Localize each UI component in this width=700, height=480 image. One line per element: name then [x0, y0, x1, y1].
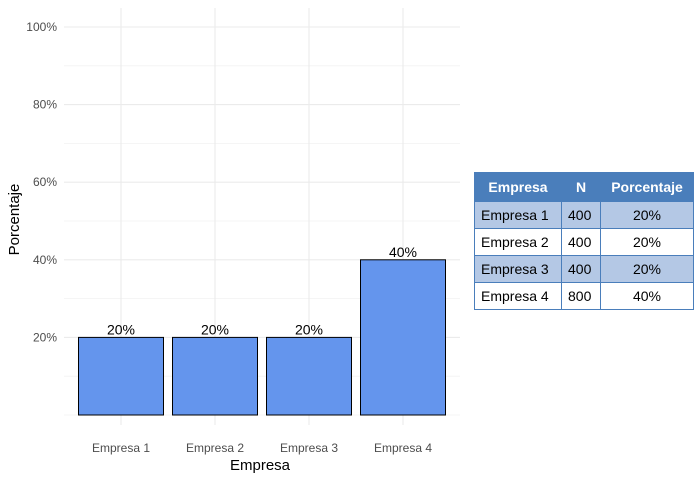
cell-empresa: Empresa 3 [474, 255, 562, 283]
header-n: N [561, 172, 601, 202]
y-tick-label: 20% [33, 330, 57, 344]
cell-empresa: Empresa 4 [474, 282, 562, 310]
table-row: Empresa 1 400 20% [474, 201, 694, 229]
header-porcentaje: Porcentaje [600, 172, 694, 202]
bar-value-label: 20% [201, 321, 229, 337]
summary-table: Empresa N Porcentaje Empresa 1 400 20% E… [474, 172, 694, 310]
cell-n: 400 [561, 255, 601, 283]
bar-2 [172, 336, 258, 416]
table-header-row: Empresa N Porcentaje [474, 172, 694, 202]
y-tick-label: 100% [26, 20, 57, 34]
y-tick-label: 80% [33, 98, 57, 112]
x-tick-label: Empresa 3 [280, 441, 338, 455]
cell-n: 800 [561, 282, 601, 310]
bar-1 [78, 336, 164, 416]
table-row: Empresa 2 400 20% [474, 228, 694, 256]
cell-porcentaje: 40% [600, 282, 694, 310]
y-axis-title: Porcentaje [6, 184, 23, 256]
x-axis-ticks: Empresa 1 Empresa 2 Empresa 3 Empresa 4 [92, 441, 432, 455]
cell-porcentaje: 20% [600, 201, 694, 229]
cell-n: 400 [561, 201, 601, 229]
bar-value-label: 20% [107, 321, 135, 337]
bars [78, 259, 446, 416]
cell-n: 400 [561, 228, 601, 256]
x-tick-label: Empresa 2 [186, 441, 244, 455]
cell-empresa: Empresa 1 [474, 201, 562, 229]
bar-3 [266, 336, 352, 416]
cell-empresa: Empresa 2 [474, 228, 562, 256]
x-tick-label: Empresa 4 [374, 441, 432, 455]
y-tick-label: 40% [33, 253, 57, 267]
header-empresa: Empresa [474, 172, 562, 202]
cell-porcentaje: 20% [600, 255, 694, 283]
y-tick-label: 60% [33, 175, 57, 189]
bar-value-label: 40% [389, 244, 417, 260]
bar-4 [360, 259, 446, 416]
table-row: Empresa 4 800 40% [474, 282, 694, 310]
table-row: Empresa 3 400 20% [474, 255, 694, 283]
data-labels: 20% 20% 20% 40% [107, 244, 417, 338]
bar-value-label: 20% [295, 321, 323, 337]
x-axis-title: Empresa [230, 457, 291, 474]
y-axis-ticks: 20% 40% 60% 80% 100% [26, 20, 57, 344]
x-tick-label: Empresa 1 [92, 441, 150, 455]
cell-porcentaje: 20% [600, 228, 694, 256]
